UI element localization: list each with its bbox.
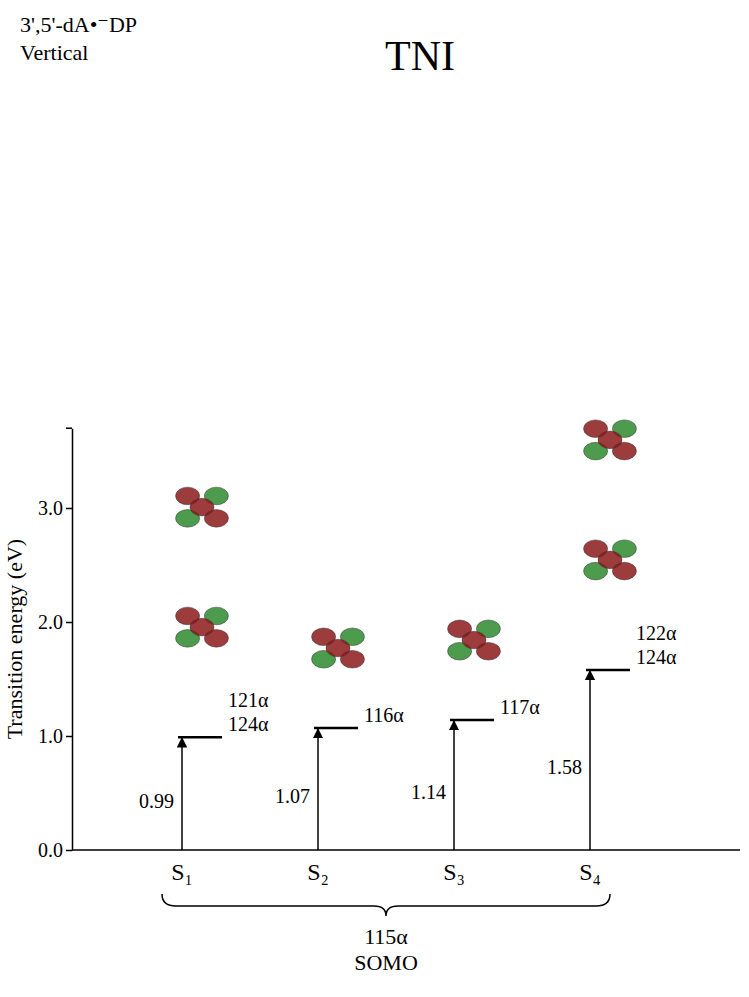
data-label: 1.07 — [275, 785, 310, 807]
title: TNI — [385, 33, 455, 79]
state-label: S₂ — [307, 859, 329, 885]
data-label: 1.58 — [547, 756, 582, 778]
transition-arrow — [453, 721, 455, 850]
y-tick: 2.0 — [38, 611, 72, 633]
y-axis-title: Transition energy (eV) — [2, 539, 27, 739]
y-tick-label: 3.0 — [38, 497, 63, 519]
energy-level — [450, 719, 494, 722]
data-label: 1.14 — [411, 781, 446, 803]
orbital-label: 122α — [636, 622, 677, 644]
transition-arrow — [317, 729, 319, 850]
brace — [162, 894, 610, 916]
y-tick-mark — [66, 850, 72, 852]
annotation: 3',5'-dA•⁻DP — [20, 12, 137, 37]
state-label: S₃ — [443, 859, 465, 885]
x-axis-line — [72, 849, 740, 851]
reference-label: SOMO — [354, 950, 418, 975]
state-label: S₁ — [171, 859, 193, 885]
y-axis-end — [66, 427, 72, 429]
energy-level — [586, 669, 630, 672]
y-tick: 3.0 — [38, 497, 72, 519]
y-tick-mark — [66, 508, 72, 510]
orbital-images — [176, 420, 637, 668]
y-axis: 0.0 1.0 2.0 3.0 — [38, 429, 73, 861]
energy-level — [178, 736, 222, 739]
annotation: Vertical — [20, 40, 88, 65]
transition-arrow — [181, 738, 183, 850]
y-tick: 1.0 — [38, 725, 72, 747]
y-tick-label: 1.0 — [38, 725, 63, 747]
orbital-lobe — [462, 631, 486, 649]
energy-level — [314, 727, 358, 730]
transition-arrow — [589, 671, 591, 850]
orbital-lobe — [190, 498, 214, 516]
y-tick: 0.0 — [38, 839, 72, 861]
y-axis-line — [72, 429, 74, 851]
orbital-lobe — [598, 551, 622, 569]
y-tick-label: 0.0 — [38, 839, 63, 861]
y-tick-mark — [66, 622, 72, 624]
y-tick-label: 2.0 — [38, 611, 63, 633]
orbital-label: 116α — [364, 704, 404, 726]
chart: 0.0 1.0 2.0 3.0 Transition energy (eV) TNI 3',… — [0, 0, 749, 997]
orbital-lobe — [598, 431, 622, 449]
levels — [178, 670, 630, 850]
labels: 0.99121α124αS₁1.07116αS₂1.14117αS₃1.5812… — [139, 622, 677, 885]
orbital-label: 121α — [228, 689, 269, 711]
data-label: 0.99 — [139, 790, 174, 812]
orbital-lobe — [190, 618, 214, 636]
orbital-label: 117α — [500, 696, 540, 718]
orbital-label: 124α — [636, 646, 677, 668]
orbital-lobe — [326, 639, 350, 657]
orbital-label: 124α — [228, 713, 269, 735]
state-label: S₄ — [579, 859, 601, 885]
reference-label: 115α — [364, 924, 408, 949]
y-tick-mark — [66, 736, 72, 738]
